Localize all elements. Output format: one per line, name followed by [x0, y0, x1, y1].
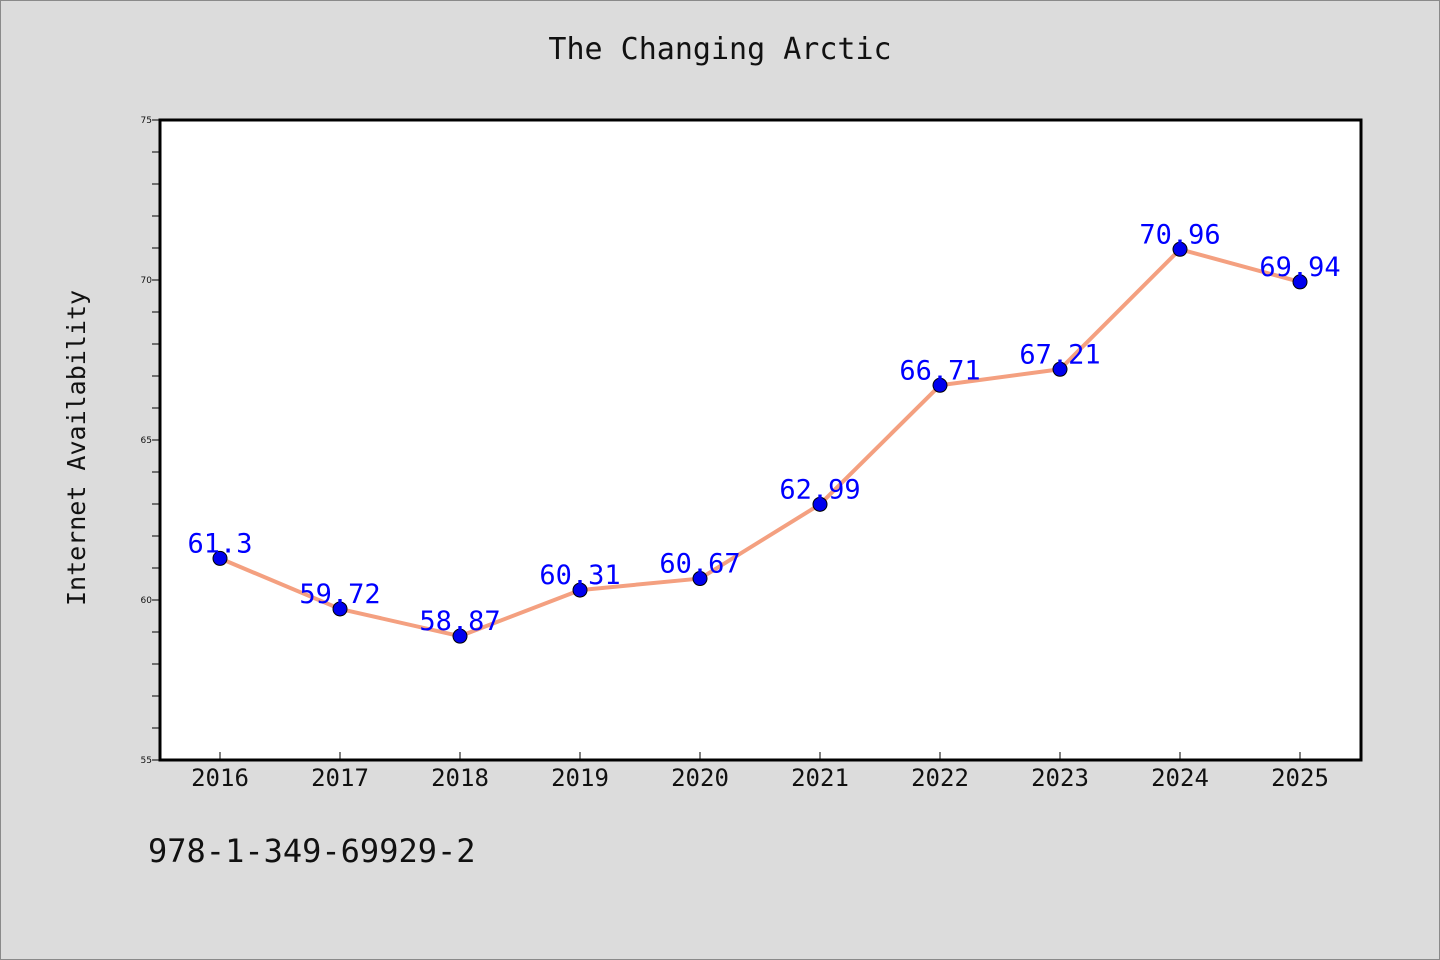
data-label: 60.31 [539, 560, 620, 591]
data-point [812, 496, 828, 512]
x-tick-label: 2018 [431, 764, 489, 792]
x-axis-ticks: 2016 2017 2018 2019 2020 2021 2022 2023 2024 2025 [191, 752, 1329, 792]
y-axis-label: Internet Availability [62, 290, 91, 606]
data-label: 69.94 [1259, 252, 1340, 283]
y-axis-ticks: 55 60 65 70 75 [141, 116, 160, 766]
x-tick-label: 2022 [911, 764, 969, 792]
data-label: 70.96 [1139, 219, 1220, 250]
data-label: 67.21 [1019, 339, 1100, 370]
data-label: 62.99 [779, 474, 860, 505]
x-tick-label: 2019 [551, 764, 609, 792]
x-tick-label: 2017 [311, 764, 369, 792]
x-tick-label: 2021 [791, 764, 849, 792]
data-point [1292, 274, 1308, 290]
data-markers [212, 241, 1308, 644]
x-tick-label: 2020 [671, 764, 729, 792]
data-label: 61.3 [187, 528, 252, 559]
data-point [332, 601, 348, 617]
data-point [212, 550, 228, 566]
data-point [1172, 241, 1188, 257]
plot-area [158, 118, 1363, 762]
data-label: 60.67 [659, 549, 740, 580]
data-point [932, 377, 948, 393]
data-point [692, 571, 708, 587]
data-point [452, 628, 468, 644]
series-line [219, 247, 1301, 639]
data-labels: 61.3 59.72 58.87 60.31 60.67 62.99 66.71 67.21 7… [187, 219, 1340, 637]
data-point [572, 582, 588, 598]
y-tick-label: 55 [141, 756, 152, 766]
isbn-code: 978-1-349-69929-2 [148, 832, 476, 870]
data-point [1052, 361, 1068, 377]
data-label: 58.87 [419, 606, 500, 637]
y-tick-label: 60 [141, 596, 153, 606]
x-tick-label: 2025 [1271, 764, 1329, 792]
x-tick-label: 2016 [191, 764, 249, 792]
y-tick-label: 65 [141, 436, 152, 446]
data-label: 59.72 [299, 579, 380, 610]
x-tick-label: 2024 [1151, 764, 1209, 792]
y-tick-label: 70 [141, 276, 153, 286]
chart-title: The Changing Arctic [548, 32, 892, 67]
x-tick-label: 2023 [1031, 764, 1089, 792]
y-tick-label: 75 [141, 116, 152, 126]
data-label: 66.71 [899, 355, 980, 386]
